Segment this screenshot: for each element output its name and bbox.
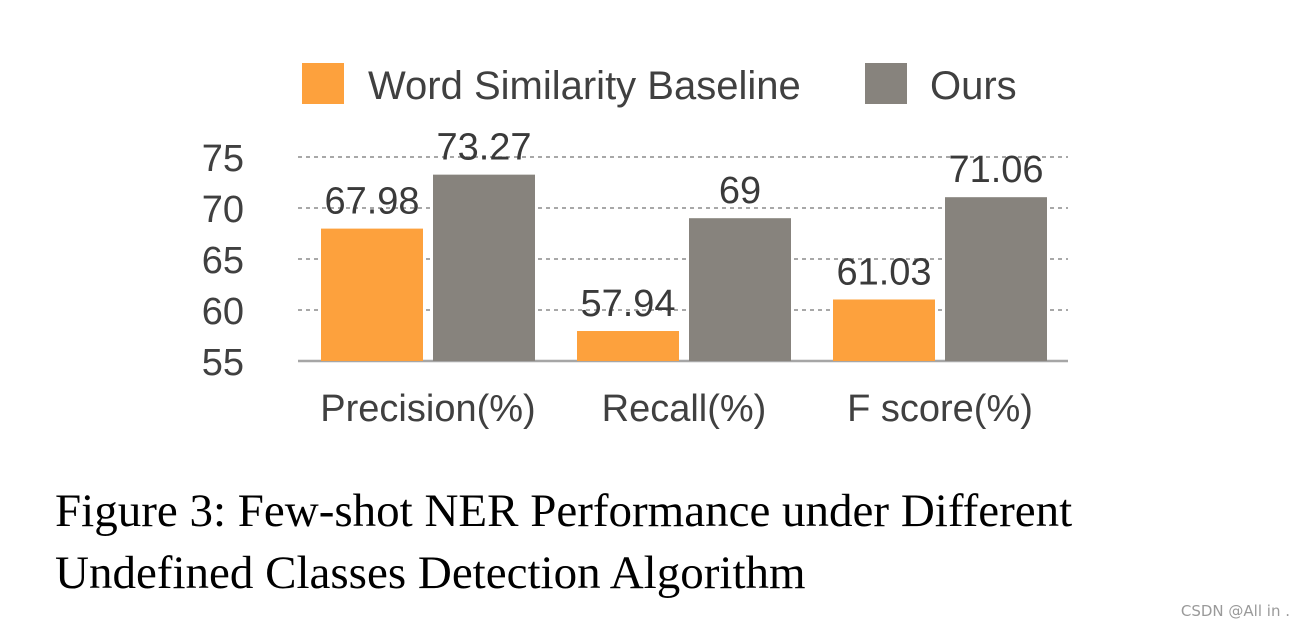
legend-label: Ours bbox=[930, 64, 1017, 108]
legend-swatch bbox=[865, 63, 907, 104]
data-label: 61.03 bbox=[836, 251, 931, 293]
y-tick-label: 55 bbox=[202, 342, 244, 384]
y-tick-label: 65 bbox=[202, 240, 244, 282]
bar-ours bbox=[433, 174, 535, 361]
data-label: 67.98 bbox=[324, 181, 419, 223]
category-label: Precision(%) bbox=[320, 388, 535, 430]
data-label: 71.06 bbox=[948, 149, 1043, 191]
data-label: 73.27 bbox=[436, 127, 531, 169]
bar-baseline bbox=[577, 331, 679, 361]
legend-label: Word Similarity Baseline bbox=[368, 64, 801, 108]
watermark: CSDN @All in . bbox=[1180, 602, 1290, 620]
category-label: F score(%) bbox=[847, 388, 1033, 430]
caption-line-1: Figure 3: Few-shot NER Performance under… bbox=[55, 485, 1073, 537]
bar-ours bbox=[689, 218, 791, 361]
y-tick-label: 70 bbox=[202, 189, 244, 231]
category-label: Recall(%) bbox=[602, 388, 767, 430]
y-tick-label: 60 bbox=[202, 291, 244, 333]
data-label: 57.94 bbox=[580, 283, 675, 325]
legend-swatch bbox=[302, 63, 344, 104]
bar-chart: 55 60 65 70 75 67.98 73.27 Precision(%) 57.94 69 R… bbox=[202, 63, 1068, 430]
bar-baseline bbox=[833, 299, 935, 361]
y-tick-label: 75 bbox=[202, 138, 244, 180]
bar-ours bbox=[945, 197, 1047, 361]
bar-baseline bbox=[321, 228, 423, 361]
caption-line-2: Undefined Classes Detection Algorithm bbox=[55, 547, 806, 599]
data-label: 69 bbox=[719, 170, 761, 212]
figure-caption: Figure 3: Few-shot NER Performance under… bbox=[55, 480, 1275, 604]
